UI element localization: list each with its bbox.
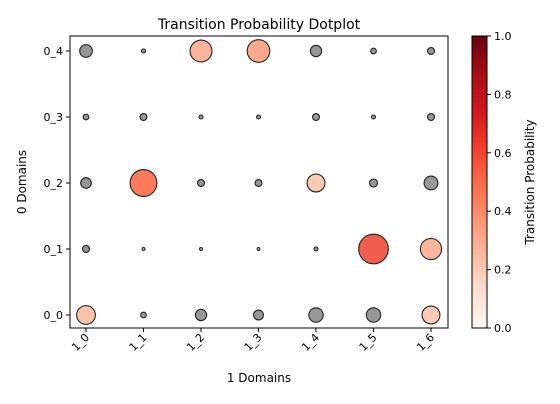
point-1_1-0_4: [140, 48, 147, 54]
x-ticks: 1_0 1_1 1_2 1_3 1_4 1_5 1_6: [69, 328, 437, 354]
point-1_2-0_4: [189, 39, 213, 63]
point-1_1-0_2: [129, 169, 158, 197]
colorbar-label: Transition Probability: [523, 119, 537, 245]
point-1_1-0_1: [141, 247, 146, 251]
chart-title: Transition Probability Dotplot: [157, 17, 361, 33]
y-ticks: 0_0 0_1 0_2 0_3 0_4: [44, 45, 70, 322]
x-tick-label: 1_1: [127, 331, 150, 354]
x-tick-label: 1_4: [299, 331, 322, 354]
colorbar-tick-label: 0.4: [494, 205, 512, 218]
point-1_5-0_3: [370, 114, 377, 120]
y-tick-label: 0_0: [44, 309, 64, 322]
y-tick-label: 0_2: [44, 177, 64, 190]
point-1_6-0_3: [426, 112, 436, 122]
x-tick-label: 1_2: [184, 331, 207, 354]
point-1_0-0_4: [79, 44, 93, 58]
x-tick-label: 1_6: [414, 331, 437, 354]
point-1_6-0_4: [426, 46, 436, 56]
point-1_0-0_0: [76, 305, 96, 325]
point-1_4-0_0: [308, 307, 324, 323]
point-1_3-0_3: [255, 114, 262, 120]
point-1_4-0_2: [306, 173, 326, 193]
point-1_1-0_3: [139, 112, 148, 122]
point-1_2-0_1: [199, 247, 203, 251]
point-1_2-0_2: [196, 178, 206, 188]
point-1_0-0_2: [80, 177, 92, 189]
point-1_2-0_0: [194, 308, 208, 322]
colorbar-tick-label: 1.0: [494, 30, 512, 43]
colorbar-tick-label: 0.8: [494, 88, 512, 101]
point-1_4-0_3: [311, 112, 321, 122]
colorbar-tick-label: 0.6: [494, 147, 512, 160]
point-1_2-0_3: [198, 114, 204, 120]
point-1_3-0_1: [256, 247, 261, 251]
points-layer: [76, 39, 443, 325]
point-1_3-0_4: [246, 39, 271, 63]
point-1_3-0_0: [253, 309, 264, 321]
y-axis-label: 0 Domains: [15, 150, 29, 214]
point-1_4-0_1: [313, 246, 319, 252]
colorbar-ticks: 0.0 0.2 0.4 0.6 0.8 1.0: [487, 30, 512, 335]
point-1_0-0_3: [82, 113, 90, 121]
point-1_3-0_2: [254, 178, 263, 188]
point-1_1-0_0: [140, 311, 147, 319]
point-1_6-0_1: [419, 237, 443, 261]
point-1_5-0_1: [358, 233, 389, 265]
point-1_6-0_2: [423, 175, 439, 191]
x-tick-label: 1_5: [357, 331, 380, 354]
y-tick-label: 0_3: [44, 111, 64, 124]
point-1_5-0_0: [365, 307, 382, 323]
x-tick-label: 1_0: [69, 331, 92, 354]
point-1_4-0_4: [309, 44, 323, 58]
y-tick-label: 0_4: [44, 45, 64, 58]
y-tick-label: 0_1: [44, 243, 64, 256]
x-tick-label: 1_3: [242, 331, 265, 354]
x-axis-label: 1 Domains: [227, 371, 291, 385]
colorbar: [471, 35, 488, 329]
colorbar-tick-label: 0.2: [494, 264, 512, 277]
point-1_5-0_2: [368, 178, 379, 188]
point-1_6-0_0: [421, 305, 441, 325]
colorbar-tick-label: 0.0: [494, 322, 512, 335]
point-1_5-0_4: [370, 47, 377, 55]
point-1_0-0_1: [81, 244, 91, 254]
